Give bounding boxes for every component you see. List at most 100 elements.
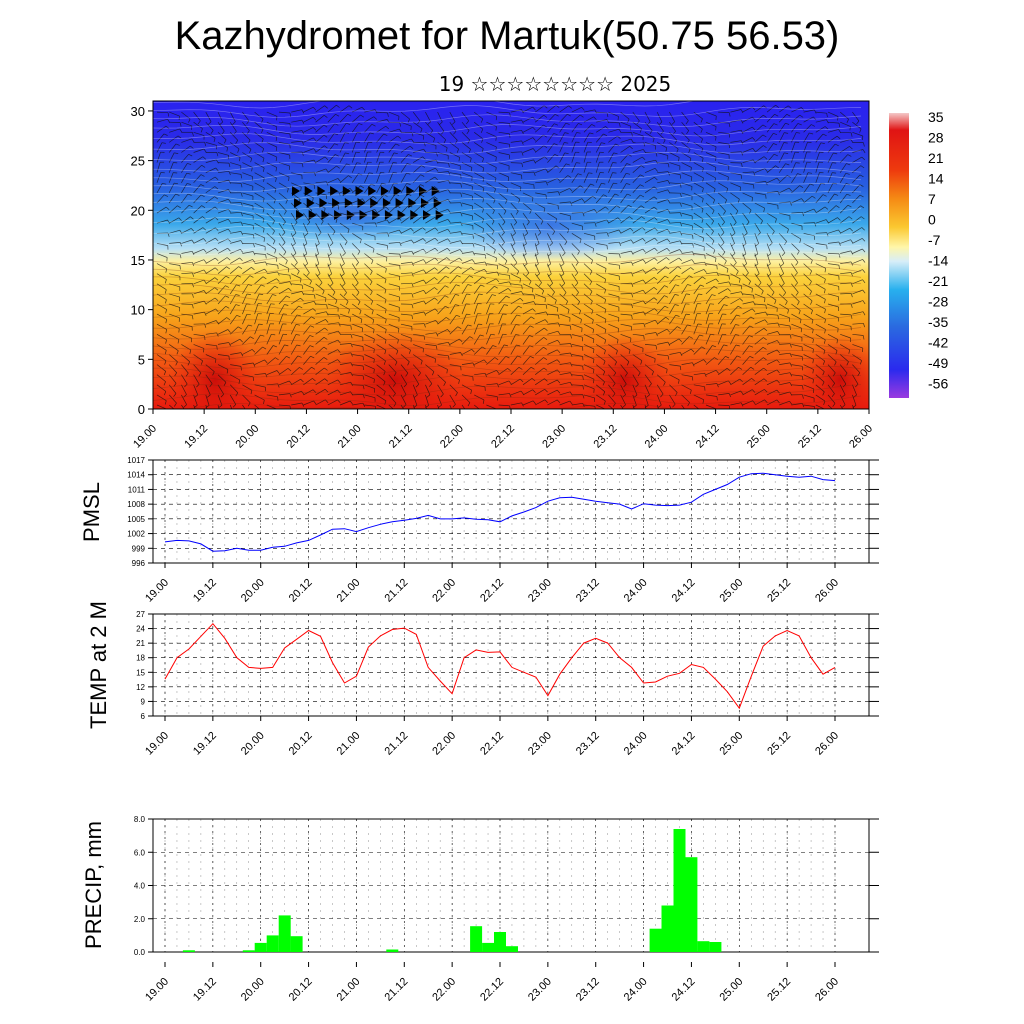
wind-barb-feather [250, 336, 254, 340]
wind-barb-feather [425, 405, 429, 408]
wind-barb [217, 285, 226, 295]
wind-barb-feather [654, 319, 658, 324]
wind-barb [547, 339, 558, 345]
wind-barb [754, 311, 766, 315]
wind-barb [498, 380, 510, 386]
wind-barb-feather [533, 294, 536, 299]
wind-barb-feather [655, 345, 658, 350]
wind-barb [388, 205, 398, 214]
wind-barb [266, 172, 277, 179]
wind-barb-feather [846, 361, 849, 366]
wind-barb [437, 354, 449, 357]
wind-barb-feather [653, 277, 658, 281]
wind-barb [620, 250, 632, 254]
wind-barb-feather [713, 249, 716, 254]
wind-barb [254, 253, 266, 255]
wind-barb [254, 373, 266, 376]
wind-barb [290, 253, 298, 263]
wind-barb-feather [343, 292, 347, 297]
wind-barb [449, 374, 460, 381]
wind-barb-feather [249, 149, 252, 154]
contour-line [153, 347, 862, 360]
wind-barb-feather [411, 261, 414, 266]
wind-barb [217, 295, 226, 305]
wind-barb [669, 304, 676, 315]
wind-barb-feather [285, 199, 288, 204]
wind-barb [449, 142, 459, 150]
wind-barb [644, 374, 652, 384]
wind-barb [352, 384, 364, 386]
wind-barb [595, 142, 602, 153]
wind-barb-feather [202, 227, 207, 231]
wind-barb [547, 322, 559, 325]
wind-barb [437, 341, 449, 345]
wind-barb [827, 283, 839, 287]
wind-barb-feather [210, 130, 214, 134]
wind-barb [229, 404, 233, 409]
wind-barb [181, 333, 192, 339]
wind-barb [376, 133, 384, 143]
wind-barb-feather [576, 292, 579, 296]
wind-barb [205, 364, 215, 372]
wind-barb [705, 357, 715, 365]
wind-barb-feather [225, 275, 230, 279]
wind-barb-feather [715, 126, 717, 131]
wind-barb-feather [524, 232, 528, 237]
wind-barb-feather [749, 325, 754, 328]
wind-barb [730, 378, 740, 386]
wind-barb [217, 179, 229, 184]
wind-barb [217, 142, 228, 148]
wind-barb [791, 313, 802, 320]
wind-barb [815, 119, 827, 123]
wind-barb [778, 152, 785, 163]
x-tick-label: 26.00 [813, 730, 841, 758]
wind-barb [156, 133, 165, 143]
wind-barb [156, 253, 168, 258]
wind-barb-feather [494, 357, 499, 361]
wind-barb [278, 182, 289, 189]
wind-barb-feather [602, 381, 605, 386]
wind-barb-feather [456, 148, 459, 153]
wind-barb-feather [850, 272, 853, 277]
wind-barb [827, 193, 835, 204]
wind-barb [486, 182, 496, 190]
wind-barb [339, 343, 352, 345]
wind-barb [571, 374, 583, 377]
wind-barb [693, 359, 704, 365]
wind-barb [778, 253, 785, 264]
wind-barb [315, 293, 327, 299]
contour-line [153, 384, 862, 396]
wind-barb [595, 374, 605, 383]
wind-barb [791, 283, 799, 293]
wind-barb [754, 212, 763, 222]
wind-barb [278, 287, 289, 295]
wind-barb-feather [192, 132, 194, 137]
wind-barb [681, 152, 692, 159]
wind-barb [400, 313, 412, 316]
wind-barb-feather [518, 305, 523, 309]
wind-barb [693, 121, 703, 130]
wind-barb-feather [513, 222, 517, 226]
wind-barb [400, 394, 407, 405]
wind-barb-feather [434, 186, 438, 190]
wind-barb [779, 372, 791, 376]
wind-barb [583, 232, 595, 237]
wind-barb [461, 192, 473, 197]
wind-barb [376, 354, 386, 362]
wind-barb [852, 156, 863, 163]
pmsl-x-axis: 19.00 19.12 20.00 20.12 21.00 21.12 22.00 22.12… [143, 563, 841, 605]
wind-barb-feather [622, 404, 626, 408]
wind-barb [412, 384, 418, 396]
wind-barb-feather [383, 194, 388, 197]
wind-barb [827, 182, 834, 194]
wind-barb [254, 192, 265, 199]
wind-barb-feather [814, 109, 817, 114]
wind-barb [498, 344, 505, 355]
wind-barb-feather [547, 263, 551, 267]
wind-barb-feather [362, 403, 366, 407]
wind-barb [510, 355, 518, 365]
wind-barb-feather [649, 130, 653, 134]
wind-barb [425, 332, 437, 335]
wind-barb [352, 364, 364, 367]
wind-barb [303, 171, 315, 174]
